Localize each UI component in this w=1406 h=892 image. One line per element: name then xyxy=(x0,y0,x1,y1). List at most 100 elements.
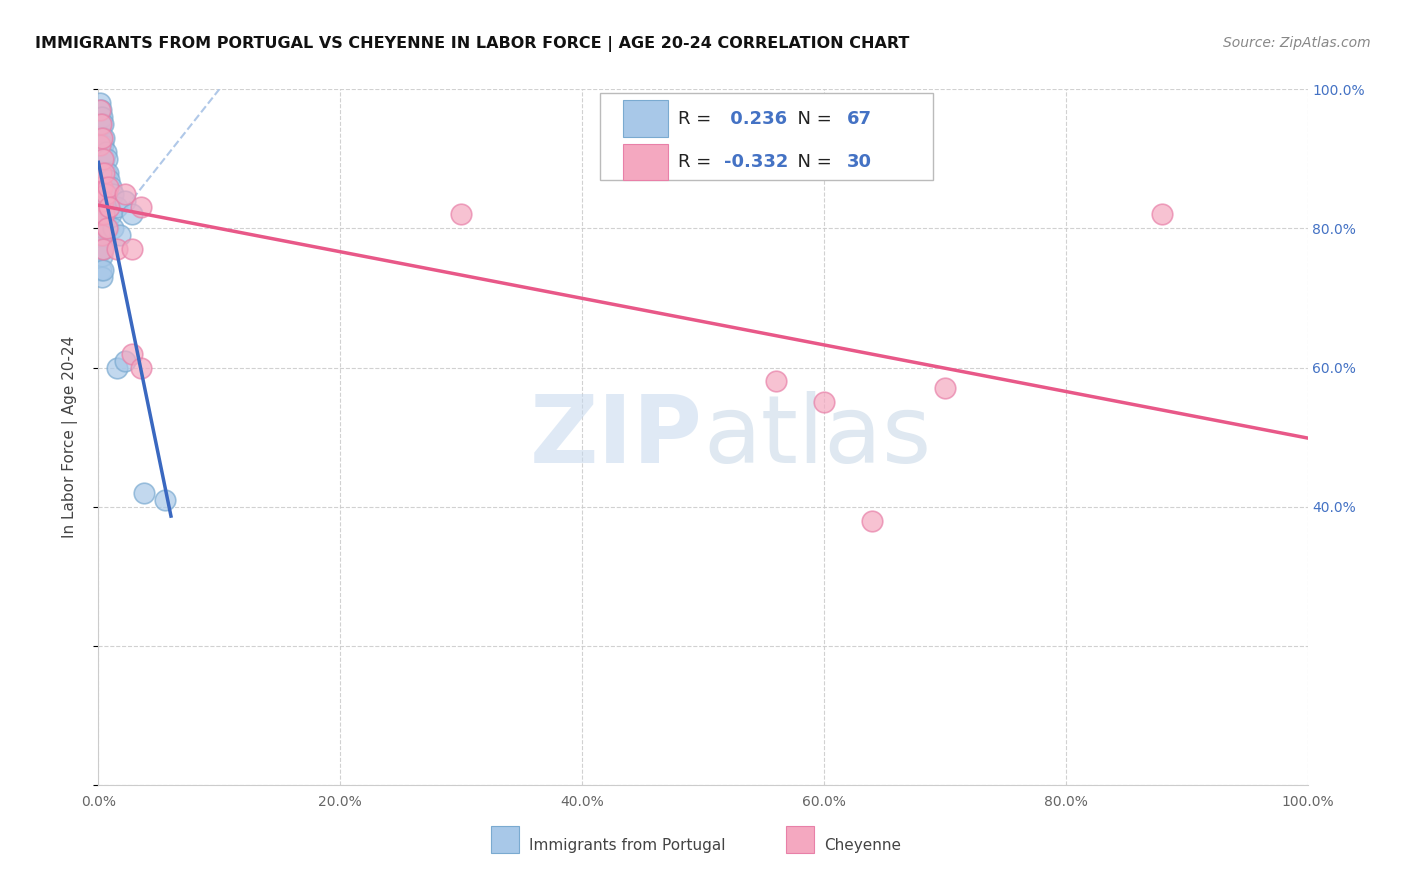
Text: N =: N = xyxy=(786,110,838,128)
FancyBboxPatch shape xyxy=(623,144,668,180)
Point xyxy=(121,207,143,221)
FancyBboxPatch shape xyxy=(623,101,668,136)
Point xyxy=(90,221,112,235)
Point xyxy=(813,395,835,409)
Point xyxy=(91,159,114,173)
Point xyxy=(93,152,115,166)
Text: ZIP: ZIP xyxy=(530,391,703,483)
Point xyxy=(90,263,112,277)
Point xyxy=(121,346,143,360)
Point xyxy=(89,110,111,124)
Point xyxy=(98,201,121,215)
Point xyxy=(91,263,114,277)
Point xyxy=(90,207,112,221)
Point xyxy=(91,110,114,124)
Point xyxy=(129,201,152,215)
Point xyxy=(93,166,115,180)
Point xyxy=(93,131,115,145)
Point xyxy=(90,166,112,180)
Point xyxy=(101,221,124,235)
Point xyxy=(114,186,136,201)
Text: Immigrants from Portugal: Immigrants from Portugal xyxy=(529,838,725,853)
Text: 30: 30 xyxy=(846,153,872,170)
Point xyxy=(91,228,114,243)
Point xyxy=(96,152,118,166)
Point xyxy=(89,117,111,131)
Point xyxy=(108,228,131,243)
Point xyxy=(134,485,156,500)
Text: Source: ZipAtlas.com: Source: ZipAtlas.com xyxy=(1223,36,1371,50)
Point xyxy=(94,186,117,201)
Point xyxy=(89,172,111,186)
Point xyxy=(934,381,956,395)
Point xyxy=(96,201,118,215)
Point xyxy=(101,186,124,201)
Text: -0.332: -0.332 xyxy=(724,153,787,170)
Point xyxy=(98,172,121,186)
Text: R =: R = xyxy=(678,153,717,170)
Text: atlas: atlas xyxy=(703,391,931,483)
Point xyxy=(105,201,128,215)
Point xyxy=(91,117,114,131)
Point xyxy=(100,179,122,194)
Point xyxy=(91,186,114,201)
Point xyxy=(89,179,111,194)
Point xyxy=(91,242,114,256)
Point xyxy=(450,207,472,221)
Point xyxy=(91,194,114,208)
Point xyxy=(90,207,112,221)
Point xyxy=(90,152,112,166)
Point xyxy=(153,492,176,507)
Point xyxy=(90,242,112,256)
Point xyxy=(93,172,115,186)
Point xyxy=(89,145,111,159)
Text: Cheyenne: Cheyenne xyxy=(824,838,901,853)
Text: R =: R = xyxy=(678,110,717,128)
Point xyxy=(1152,207,1174,221)
Point xyxy=(96,221,118,235)
Point xyxy=(91,152,114,166)
Point xyxy=(94,186,117,201)
Point xyxy=(98,201,121,215)
Point xyxy=(91,270,114,285)
Point xyxy=(94,145,117,159)
Point xyxy=(91,179,114,194)
Point xyxy=(93,194,115,208)
Text: N =: N = xyxy=(786,153,838,170)
Point xyxy=(97,166,120,180)
Point xyxy=(91,137,114,152)
Point xyxy=(94,166,117,180)
Point xyxy=(765,375,787,389)
Point xyxy=(91,201,114,215)
Point xyxy=(91,131,114,145)
Point xyxy=(89,131,111,145)
Point xyxy=(97,179,120,194)
Point xyxy=(93,207,115,221)
Point xyxy=(89,103,111,117)
Point xyxy=(90,186,112,201)
Point xyxy=(121,242,143,256)
Point xyxy=(91,131,114,145)
FancyBboxPatch shape xyxy=(600,93,932,179)
Point xyxy=(105,360,128,375)
Point xyxy=(89,186,111,201)
Point xyxy=(90,172,112,186)
Point xyxy=(91,242,114,256)
Point xyxy=(91,228,114,243)
Text: IMMIGRANTS FROM PORTUGAL VS CHEYENNE IN LABOR FORCE | AGE 20-24 CORRELATION CHAR: IMMIGRANTS FROM PORTUGAL VS CHEYENNE IN … xyxy=(35,36,910,52)
Point xyxy=(89,137,111,152)
Point xyxy=(97,194,120,208)
Text: 67: 67 xyxy=(846,110,872,128)
Point xyxy=(860,514,883,528)
Point xyxy=(91,166,114,180)
Point xyxy=(91,249,114,263)
Y-axis label: In Labor Force | Age 20-24: In Labor Force | Age 20-24 xyxy=(62,336,77,538)
Point xyxy=(90,137,112,152)
Point xyxy=(91,179,114,194)
Point xyxy=(96,179,118,194)
Point xyxy=(89,159,111,173)
Point xyxy=(89,207,111,221)
Point xyxy=(114,353,136,368)
Point xyxy=(90,117,112,131)
Text: 0.236: 0.236 xyxy=(724,110,787,128)
